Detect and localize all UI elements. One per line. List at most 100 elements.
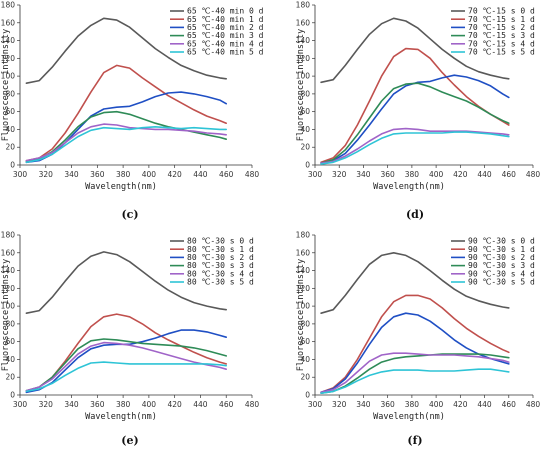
series-line <box>320 131 510 165</box>
series-line <box>25 251 227 315</box>
y-tick-label: 160 <box>1 18 16 27</box>
y-tick-label: 40 <box>300 355 310 364</box>
y-tick-label: 20 <box>5 373 15 382</box>
series-line <box>320 352 510 394</box>
y-axis-title: Fluorescence intensity <box>1 29 11 142</box>
x-tick-label: 440 <box>477 400 492 409</box>
legend-label: 70 ℃-15 s 0 d <box>468 7 535 16</box>
legend-label: 65 ℃-40 min 5 d <box>187 48 264 57</box>
x-tick-label: 380 <box>116 170 131 179</box>
legend-label: 90 ℃-30 s 1 d <box>468 245 535 254</box>
x-tick-label: 360 <box>381 170 396 179</box>
y-tick-label: 140 <box>1 36 16 45</box>
x-tick-label: 460 <box>219 400 234 409</box>
x-tick-label: 480 <box>245 170 260 179</box>
y-tick-label: 40 <box>5 125 15 134</box>
legend-label: 70 ℃-15 s 1 d <box>468 15 535 24</box>
x-tick-label: 380 <box>116 400 131 409</box>
y-tick-label: 120 <box>1 284 16 293</box>
chart-panel: 300 320 340 360 380 400 420 440 460 480 0 20 40 60 80 1… <box>296 1 541 222</box>
x-tick-label: 320 <box>39 400 54 409</box>
x-tick-label: 300 <box>308 400 323 409</box>
legend-label: 80 ℃-30 s 1 d <box>187 245 254 254</box>
y-tick-label: 80 <box>5 89 15 98</box>
y-tick-label: 160 <box>296 248 311 257</box>
x-tick-label: 400 <box>142 400 157 409</box>
legend-label: 80 ℃-30 s 2 d <box>187 253 254 262</box>
x-tick-label: 480 <box>526 400 541 409</box>
x-tick-label: 460 <box>219 170 234 179</box>
panel-label: (e) <box>121 434 138 447</box>
legend-label: 90 ℃-30 s 0 d <box>468 237 535 246</box>
x-tick-label: 400 <box>429 400 444 409</box>
y-tick-label: 140 <box>296 36 311 45</box>
y-tick-label: 140 <box>296 266 311 275</box>
series-line <box>25 123 227 162</box>
legend-label: 80 ℃-30 s 3 d <box>187 261 254 270</box>
series-line <box>25 64 227 162</box>
legend-label: 65 ℃-40 min 4 d <box>187 39 264 48</box>
series-line <box>25 110 227 163</box>
series-line <box>320 353 510 395</box>
y-tick-label: 80 <box>300 89 310 98</box>
legend-label: 65 ℃-40 min 0 d <box>187 7 264 16</box>
y-tick-label: 0 <box>10 161 15 170</box>
y-tick-label: 100 <box>1 302 16 311</box>
y-tick-label: 120 <box>296 284 311 293</box>
x-tick-label: 360 <box>90 400 105 409</box>
series-line <box>320 17 510 84</box>
legend-label: 70 ℃-15 s 3 d <box>468 31 535 40</box>
series-line <box>320 82 510 164</box>
x-tick-label: 340 <box>356 400 371 409</box>
y-tick-label: 100 <box>296 302 311 311</box>
x-tick-label: 420 <box>168 400 183 409</box>
x-tick-label: 340 <box>356 170 371 179</box>
y-tick-label: 160 <box>296 18 311 27</box>
x-axis-title: Wavelength(nm) <box>85 412 157 422</box>
y-tick-label: 160 <box>1 248 16 257</box>
legend-label: 80 ℃-30 s 4 d <box>187 269 254 278</box>
y-tick-label: 20 <box>300 143 310 152</box>
panel-label: (c) <box>121 208 138 221</box>
x-tick-label: 460 <box>502 170 517 179</box>
series-line <box>320 252 510 315</box>
legend-label: 90 ℃-30 s 4 d <box>468 269 535 278</box>
legend-label: 70 ℃-15 s 4 d <box>468 39 535 48</box>
x-tick-label: 320 <box>332 400 347 409</box>
y-tick-label: 180 <box>296 231 311 240</box>
x-tick-label: 320 <box>39 170 54 179</box>
series-line <box>320 312 510 394</box>
y-tick-label: 60 <box>300 107 310 116</box>
x-tick-label: 300 <box>13 400 28 409</box>
x-tick-label: 380 <box>405 170 420 179</box>
chart-panel: 300 320 340 360 380 400 420 440 460 480 0 20 40 60 80 1… <box>1 1 264 222</box>
x-tick-label: 340 <box>64 170 79 179</box>
series-line <box>320 74 510 164</box>
legend-label: 90 ℃-30 s 5 d <box>468 278 535 287</box>
y-tick-label: 60 <box>300 337 310 346</box>
chart-panel: 300 320 340 360 380 400 420 440 460 480 0 20 40 60 80 1… <box>1 231 260 448</box>
y-tick-label: 80 <box>5 319 15 328</box>
x-tick-label: 380 <box>405 400 420 409</box>
x-axis-title: Wavelength(nm) <box>373 412 445 422</box>
legend-label: 70 ℃-15 s 2 d <box>468 23 535 32</box>
x-tick-label: 420 <box>168 170 183 179</box>
series-line <box>25 313 227 393</box>
legend-label: 90 ℃-30 s 3 d <box>468 261 535 270</box>
legend-label: 80 ℃-30 s 5 d <box>187 278 254 287</box>
y-axis-title: Fluorescence intensity <box>296 29 306 142</box>
y-tick-label: 120 <box>1 54 16 63</box>
y-tick-label: 0 <box>305 391 310 400</box>
y-axis-title: Fluorescence intensity <box>296 259 306 372</box>
y-tick-label: 0 <box>305 161 310 170</box>
y-tick-label: 80 <box>300 319 310 328</box>
legend-label: 90 ℃-30 s 2 d <box>468 253 535 262</box>
x-tick-label: 340 <box>64 400 79 409</box>
y-tick-label: 20 <box>5 143 15 152</box>
y-tick-label: 180 <box>296 1 311 10</box>
x-tick-label: 440 <box>193 400 208 409</box>
y-tick-label: 180 <box>1 231 16 240</box>
series-line <box>25 17 227 84</box>
x-tick-label: 320 <box>332 170 347 179</box>
